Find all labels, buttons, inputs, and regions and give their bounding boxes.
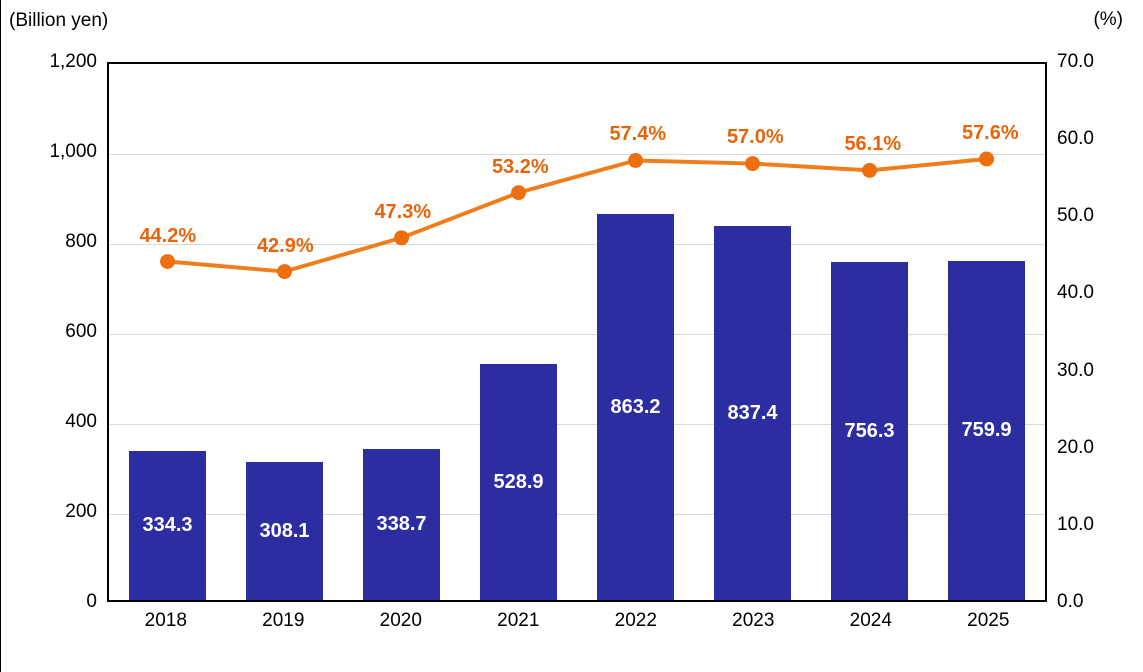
page-edge-line: [0, 0, 1, 672]
line-data-label: 57.6%: [961, 121, 1019, 144]
x-axis-tick-label: 2025: [967, 610, 1010, 631]
gridline: [109, 424, 1045, 425]
bar-slot: 863.2: [577, 64, 694, 600]
x-axis-tick-label: 2020: [379, 610, 422, 631]
plot-area: 334.3 308.1 338.7 528.9 863.2 837.4 756.3 759.9…: [107, 62, 1047, 602]
bar-slot: 837.4: [694, 64, 811, 600]
line-marker: [979, 151, 995, 167]
left-axis-tick-label: 1,000: [49, 141, 97, 162]
bar: 528.9: [480, 363, 557, 600]
bar-slot: 308.1: [226, 64, 343, 600]
line-data-label: 42.9%: [256, 235, 314, 258]
bar-series: 334.3 308.1 338.7 528.9 863.2 837.4 756.3 759.9: [109, 64, 1045, 600]
right-axis-tick-label: 10.0: [1057, 513, 1094, 535]
left-axis-tick-label: 0: [86, 591, 97, 612]
line-data-label: 56.1%: [844, 133, 902, 156]
right-axis-tick-label: 70.0: [1057, 51, 1094, 72]
bar: 837.4: [714, 225, 791, 600]
right-axis-tick-label: 20.0: [1057, 436, 1094, 458]
bar-slot: 756.3: [811, 64, 928, 600]
bar-slot: 338.7: [343, 64, 460, 600]
right-axis-title: (%): [1093, 9, 1123, 30]
line-data-label: 53.2%: [491, 155, 549, 178]
line-marker: [628, 153, 644, 168]
bar: 338.7: [363, 448, 440, 600]
right-axis-tick-label: 0.0: [1057, 591, 1084, 612]
line-marker: [745, 156, 761, 172]
left-axis-tick-label: 400: [65, 411, 97, 432]
bar-data-label: 334.3: [142, 514, 193, 537]
bar: 863.2: [597, 214, 674, 600]
line-marker: [394, 230, 410, 246]
bar: 308.1: [246, 462, 323, 600]
line-path: [167, 157, 987, 274]
bar-data-label: 863.2: [610, 396, 661, 419]
right-axis-tick-label: 60.0: [1057, 128, 1094, 150]
line-series: [160, 151, 995, 279]
right-axis-tick-label: 40.0: [1057, 282, 1094, 304]
line-data-label: 47.3%: [374, 201, 432, 224]
gridline: [109, 334, 1045, 335]
gridline: [109, 244, 1045, 245]
line-data-label: 57.0%: [726, 126, 784, 149]
right-axis-tick-label: 30.0: [1057, 359, 1094, 381]
bar-data-label: 756.3: [844, 420, 895, 443]
bar-data-label: 528.9: [493, 470, 544, 493]
bar-slot: 334.3: [109, 64, 226, 600]
x-axis-tick-label: 2023: [732, 610, 775, 631]
bar-data-label: 308.1: [259, 520, 310, 543]
gridline: [109, 514, 1045, 515]
bar: 334.3: [129, 450, 206, 600]
bar-data-label: 759.9: [961, 419, 1012, 442]
bar-slot: 528.9: [460, 64, 577, 600]
x-axis-tick-label: 2018: [144, 610, 187, 631]
line-data-label: 57.4%: [609, 123, 667, 146]
x-axis-tick-label: 2021: [497, 610, 540, 631]
right-axis-tick-label: 50.0: [1057, 205, 1094, 227]
x-axis-tick-label: 2022: [614, 610, 657, 631]
left-axis-title: (Billion yen): [9, 10, 109, 31]
left-axis-tick-label: 200: [65, 501, 97, 522]
bar: 759.9: [948, 260, 1025, 600]
x-axis-tick-label: 2024: [849, 610, 892, 631]
left-axis-tick-label: 1,200: [49, 51, 97, 72]
bar-data-label: 837.4: [727, 401, 778, 424]
line-data-label: 44.2%: [139, 225, 197, 247]
line-marker: [511, 185, 527, 201]
gridline: [109, 154, 1045, 155]
x-axis-tick-label: 2019: [262, 610, 305, 631]
left-axis-tick-label: 800: [65, 231, 97, 252]
left-axis-tick-label: 600: [65, 321, 97, 342]
line-marker: [160, 254, 176, 269]
bar-data-label: 338.7: [376, 513, 427, 536]
bar-slot: 759.9: [928, 64, 1045, 600]
bar: 756.3: [831, 262, 908, 600]
line-marker: [277, 264, 293, 279]
line-marker: [862, 162, 878, 178]
